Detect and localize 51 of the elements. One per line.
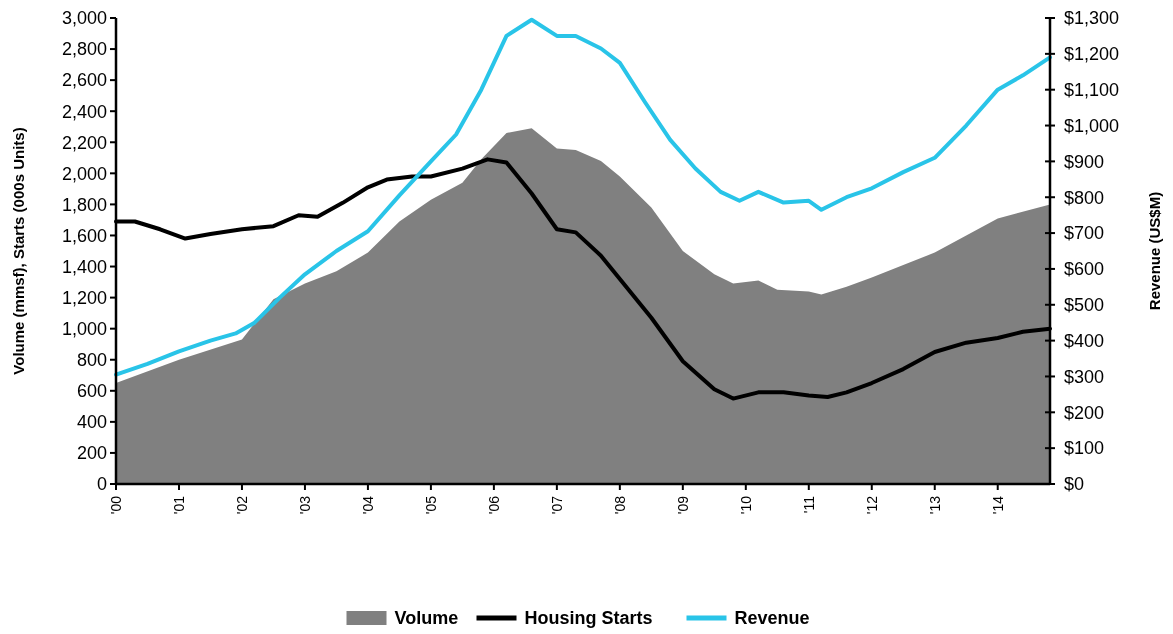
y-tick-label: 800 (76, 350, 107, 371)
y2-tick-label: $100 (1064, 438, 1105, 459)
x-tick-label: '14 (989, 495, 1006, 515)
y-tick-label: 0 (96, 474, 107, 495)
x-tick-label: '04 (359, 495, 376, 515)
legend-label: Housing Starts (524, 608, 653, 629)
x-tick-label: '03 (296, 495, 313, 515)
y-tick-label: 2,200 (61, 132, 107, 153)
y-tick-label: 2,600 (61, 70, 107, 91)
x-tick-label: '02 (233, 495, 250, 515)
y-tick-label: 2,800 (61, 39, 107, 60)
x-tick-label: '13 (926, 495, 943, 515)
y2-tick-label: $1,100 (1064, 79, 1120, 100)
y-tick-label: 1,600 (61, 225, 107, 246)
x-tick-label: '12 (863, 495, 880, 515)
y2-tick-label: $0 (1064, 474, 1085, 495)
y2-tick-label: $600 (1064, 259, 1105, 280)
x-tick-label: '07 (548, 495, 565, 515)
y-tick-label: 200 (76, 443, 107, 464)
y-tick-label: 600 (76, 381, 107, 402)
y-tick-label: 400 (76, 412, 107, 433)
y-tick-label: 1,200 (61, 287, 107, 308)
y2-tick-label: $1,300 (1064, 8, 1120, 29)
y2-tick-label: $700 (1064, 223, 1105, 244)
x-tick-label: '08 (611, 495, 628, 515)
y-tick-label: 3,000 (61, 8, 107, 29)
y-tick-label: 1,000 (61, 318, 107, 339)
y2-tick-label: $200 (1064, 402, 1105, 423)
y2-tick-label: $1,200 (1064, 44, 1120, 65)
x-tick-label: '09 (674, 495, 691, 515)
y2-tick-label: $800 (1064, 187, 1105, 208)
y-tick-label: 2,000 (61, 163, 107, 184)
x-tick-label: '01 (170, 495, 187, 515)
y2-tick-label: $900 (1064, 151, 1105, 172)
y-axis-title: Volume (mmsf), Starts (000s Units) (10, 127, 27, 375)
y2-tick-label: $300 (1064, 366, 1105, 387)
x-tick-label: '06 (485, 495, 502, 515)
x-tick-label: '00 (107, 495, 124, 515)
legend-label: Revenue (734, 608, 810, 629)
y2-axis-title: Revenue (US$M) (1146, 191, 1163, 311)
y-tick-label: 1,400 (61, 256, 107, 277)
y-tick-label: 1,800 (61, 194, 107, 215)
x-tick-label: '10 (737, 495, 754, 515)
y-tick-label: 2,400 (61, 101, 107, 122)
y2-tick-label: $400 (1064, 330, 1105, 351)
legend-label: Volume (394, 608, 459, 629)
x-tick-label: '11 (800, 495, 817, 514)
x-tick-label: '05 (422, 495, 439, 515)
y2-tick-label: $500 (1064, 295, 1105, 316)
y2-tick-label: $1,000 (1064, 115, 1120, 136)
line-series (114, 17, 1052, 377)
